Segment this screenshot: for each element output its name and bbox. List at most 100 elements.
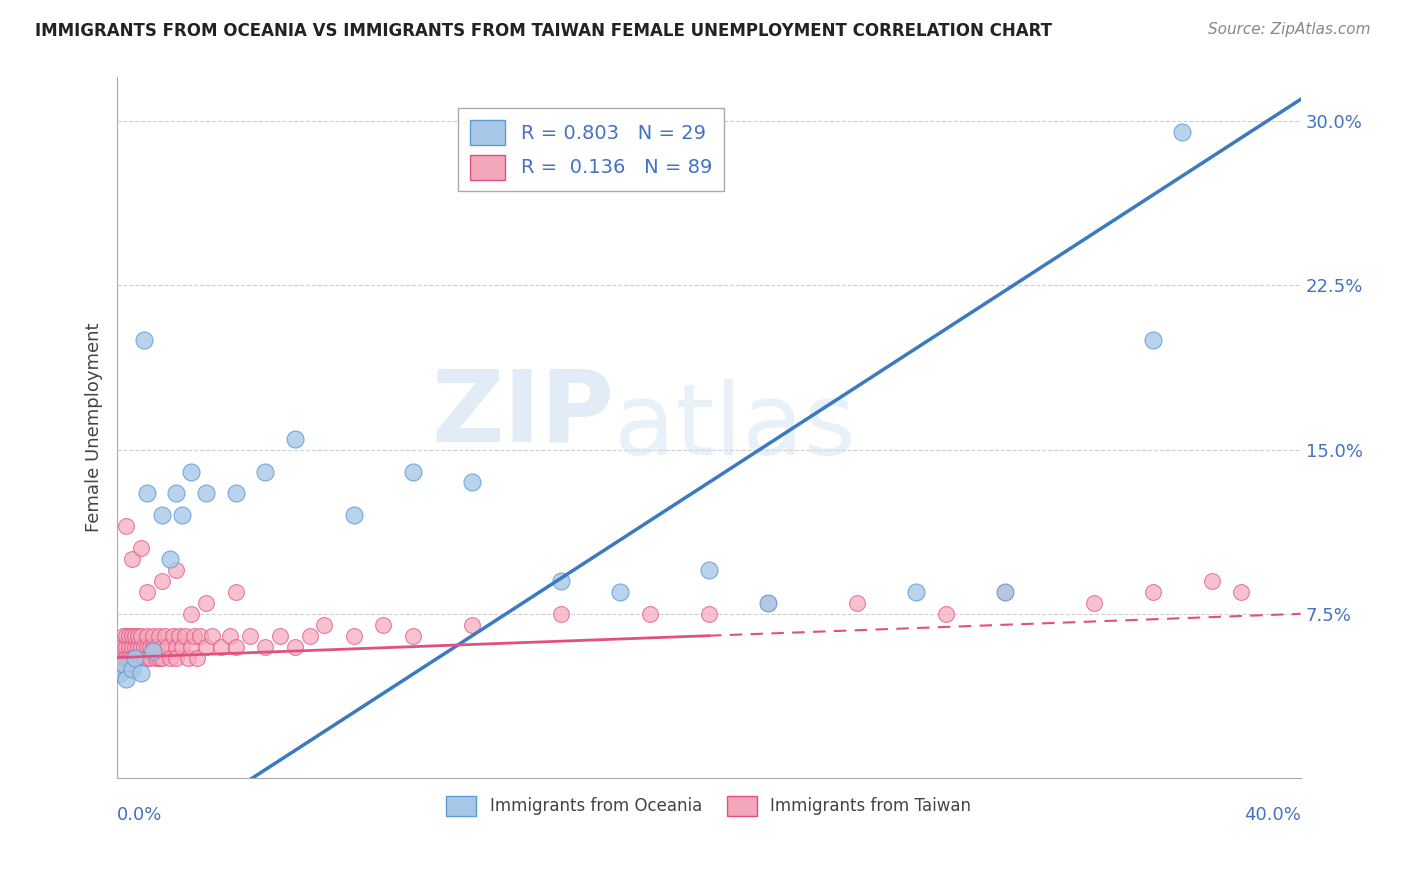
- Point: [121, 650, 143, 665]
- Point: [180, 640, 202, 654]
- Point: [225, 640, 247, 654]
- Legend: Immigrants from Oceania, Immigrants from Taiwan: Immigrants from Oceania, Immigrants from…: [440, 789, 979, 822]
- Point: [112, 650, 135, 665]
- Point: [115, 650, 138, 665]
- Point: [225, 486, 247, 500]
- Point: [150, 640, 173, 654]
- Point: [115, 661, 138, 675]
- Point: [343, 508, 366, 523]
- Point: [118, 640, 141, 654]
- Point: [142, 640, 165, 654]
- Point: [108, 665, 131, 680]
- Point: [183, 629, 205, 643]
- Point: [1142, 333, 1164, 347]
- Point: [135, 585, 157, 599]
- Point: [132, 640, 155, 654]
- Point: [142, 644, 165, 658]
- Point: [135, 486, 157, 500]
- Point: [124, 629, 146, 643]
- Point: [115, 629, 138, 643]
- Point: [935, 607, 957, 621]
- Text: 0.0%: 0.0%: [117, 806, 163, 824]
- Point: [343, 629, 366, 643]
- Text: atlas: atlas: [614, 379, 856, 476]
- Point: [124, 650, 146, 665]
- Point: [756, 596, 779, 610]
- Point: [124, 640, 146, 654]
- Point: [108, 661, 131, 675]
- Point: [112, 640, 135, 654]
- Point: [194, 486, 217, 500]
- Point: [132, 333, 155, 347]
- Point: [118, 629, 141, 643]
- Point: [697, 607, 720, 621]
- Point: [118, 650, 141, 665]
- Point: [153, 629, 176, 643]
- Point: [186, 650, 208, 665]
- Point: [145, 640, 167, 654]
- Point: [269, 629, 291, 643]
- Point: [138, 650, 160, 665]
- Point: [145, 650, 167, 665]
- Point: [373, 617, 395, 632]
- Point: [180, 465, 202, 479]
- Point: [177, 650, 200, 665]
- Point: [638, 607, 661, 621]
- Point: [550, 607, 572, 621]
- Point: [254, 465, 277, 479]
- Point: [172, 508, 194, 523]
- Point: [1201, 574, 1223, 588]
- Point: [298, 629, 321, 643]
- Point: [314, 617, 336, 632]
- Point: [127, 640, 149, 654]
- Point: [188, 629, 211, 643]
- Point: [756, 596, 779, 610]
- Point: [156, 640, 179, 654]
- Point: [169, 629, 191, 643]
- Point: [135, 629, 157, 643]
- Point: [194, 640, 217, 654]
- Point: [209, 640, 232, 654]
- Point: [994, 585, 1017, 599]
- Point: [129, 541, 152, 555]
- Point: [127, 629, 149, 643]
- Point: [697, 563, 720, 577]
- Point: [159, 650, 181, 665]
- Point: [172, 640, 194, 654]
- Point: [132, 650, 155, 665]
- Point: [129, 640, 152, 654]
- Point: [121, 661, 143, 675]
- Point: [201, 629, 224, 643]
- Point: [121, 640, 143, 654]
- Point: [142, 629, 165, 643]
- Point: [174, 629, 197, 643]
- Point: [129, 650, 152, 665]
- Point: [180, 607, 202, 621]
- Point: [1230, 585, 1253, 599]
- Point: [609, 585, 631, 599]
- Point: [550, 574, 572, 588]
- Point: [225, 585, 247, 599]
- Point: [138, 640, 160, 654]
- Point: [115, 673, 138, 687]
- Point: [239, 629, 262, 643]
- Point: [994, 585, 1017, 599]
- Point: [905, 585, 928, 599]
- Y-axis label: Female Unemployment: Female Unemployment: [86, 323, 103, 533]
- Point: [115, 640, 138, 654]
- Point: [284, 432, 307, 446]
- Point: [159, 552, 181, 566]
- Point: [165, 486, 187, 500]
- Point: [165, 650, 187, 665]
- Point: [150, 508, 173, 523]
- Text: ZIP: ZIP: [432, 365, 614, 462]
- Point: [165, 640, 187, 654]
- Point: [218, 629, 240, 643]
- Point: [112, 657, 135, 672]
- Point: [150, 574, 173, 588]
- Point: [284, 640, 307, 654]
- Point: [194, 596, 217, 610]
- Point: [150, 650, 173, 665]
- Text: Source: ZipAtlas.com: Source: ZipAtlas.com: [1208, 22, 1371, 37]
- Point: [402, 465, 425, 479]
